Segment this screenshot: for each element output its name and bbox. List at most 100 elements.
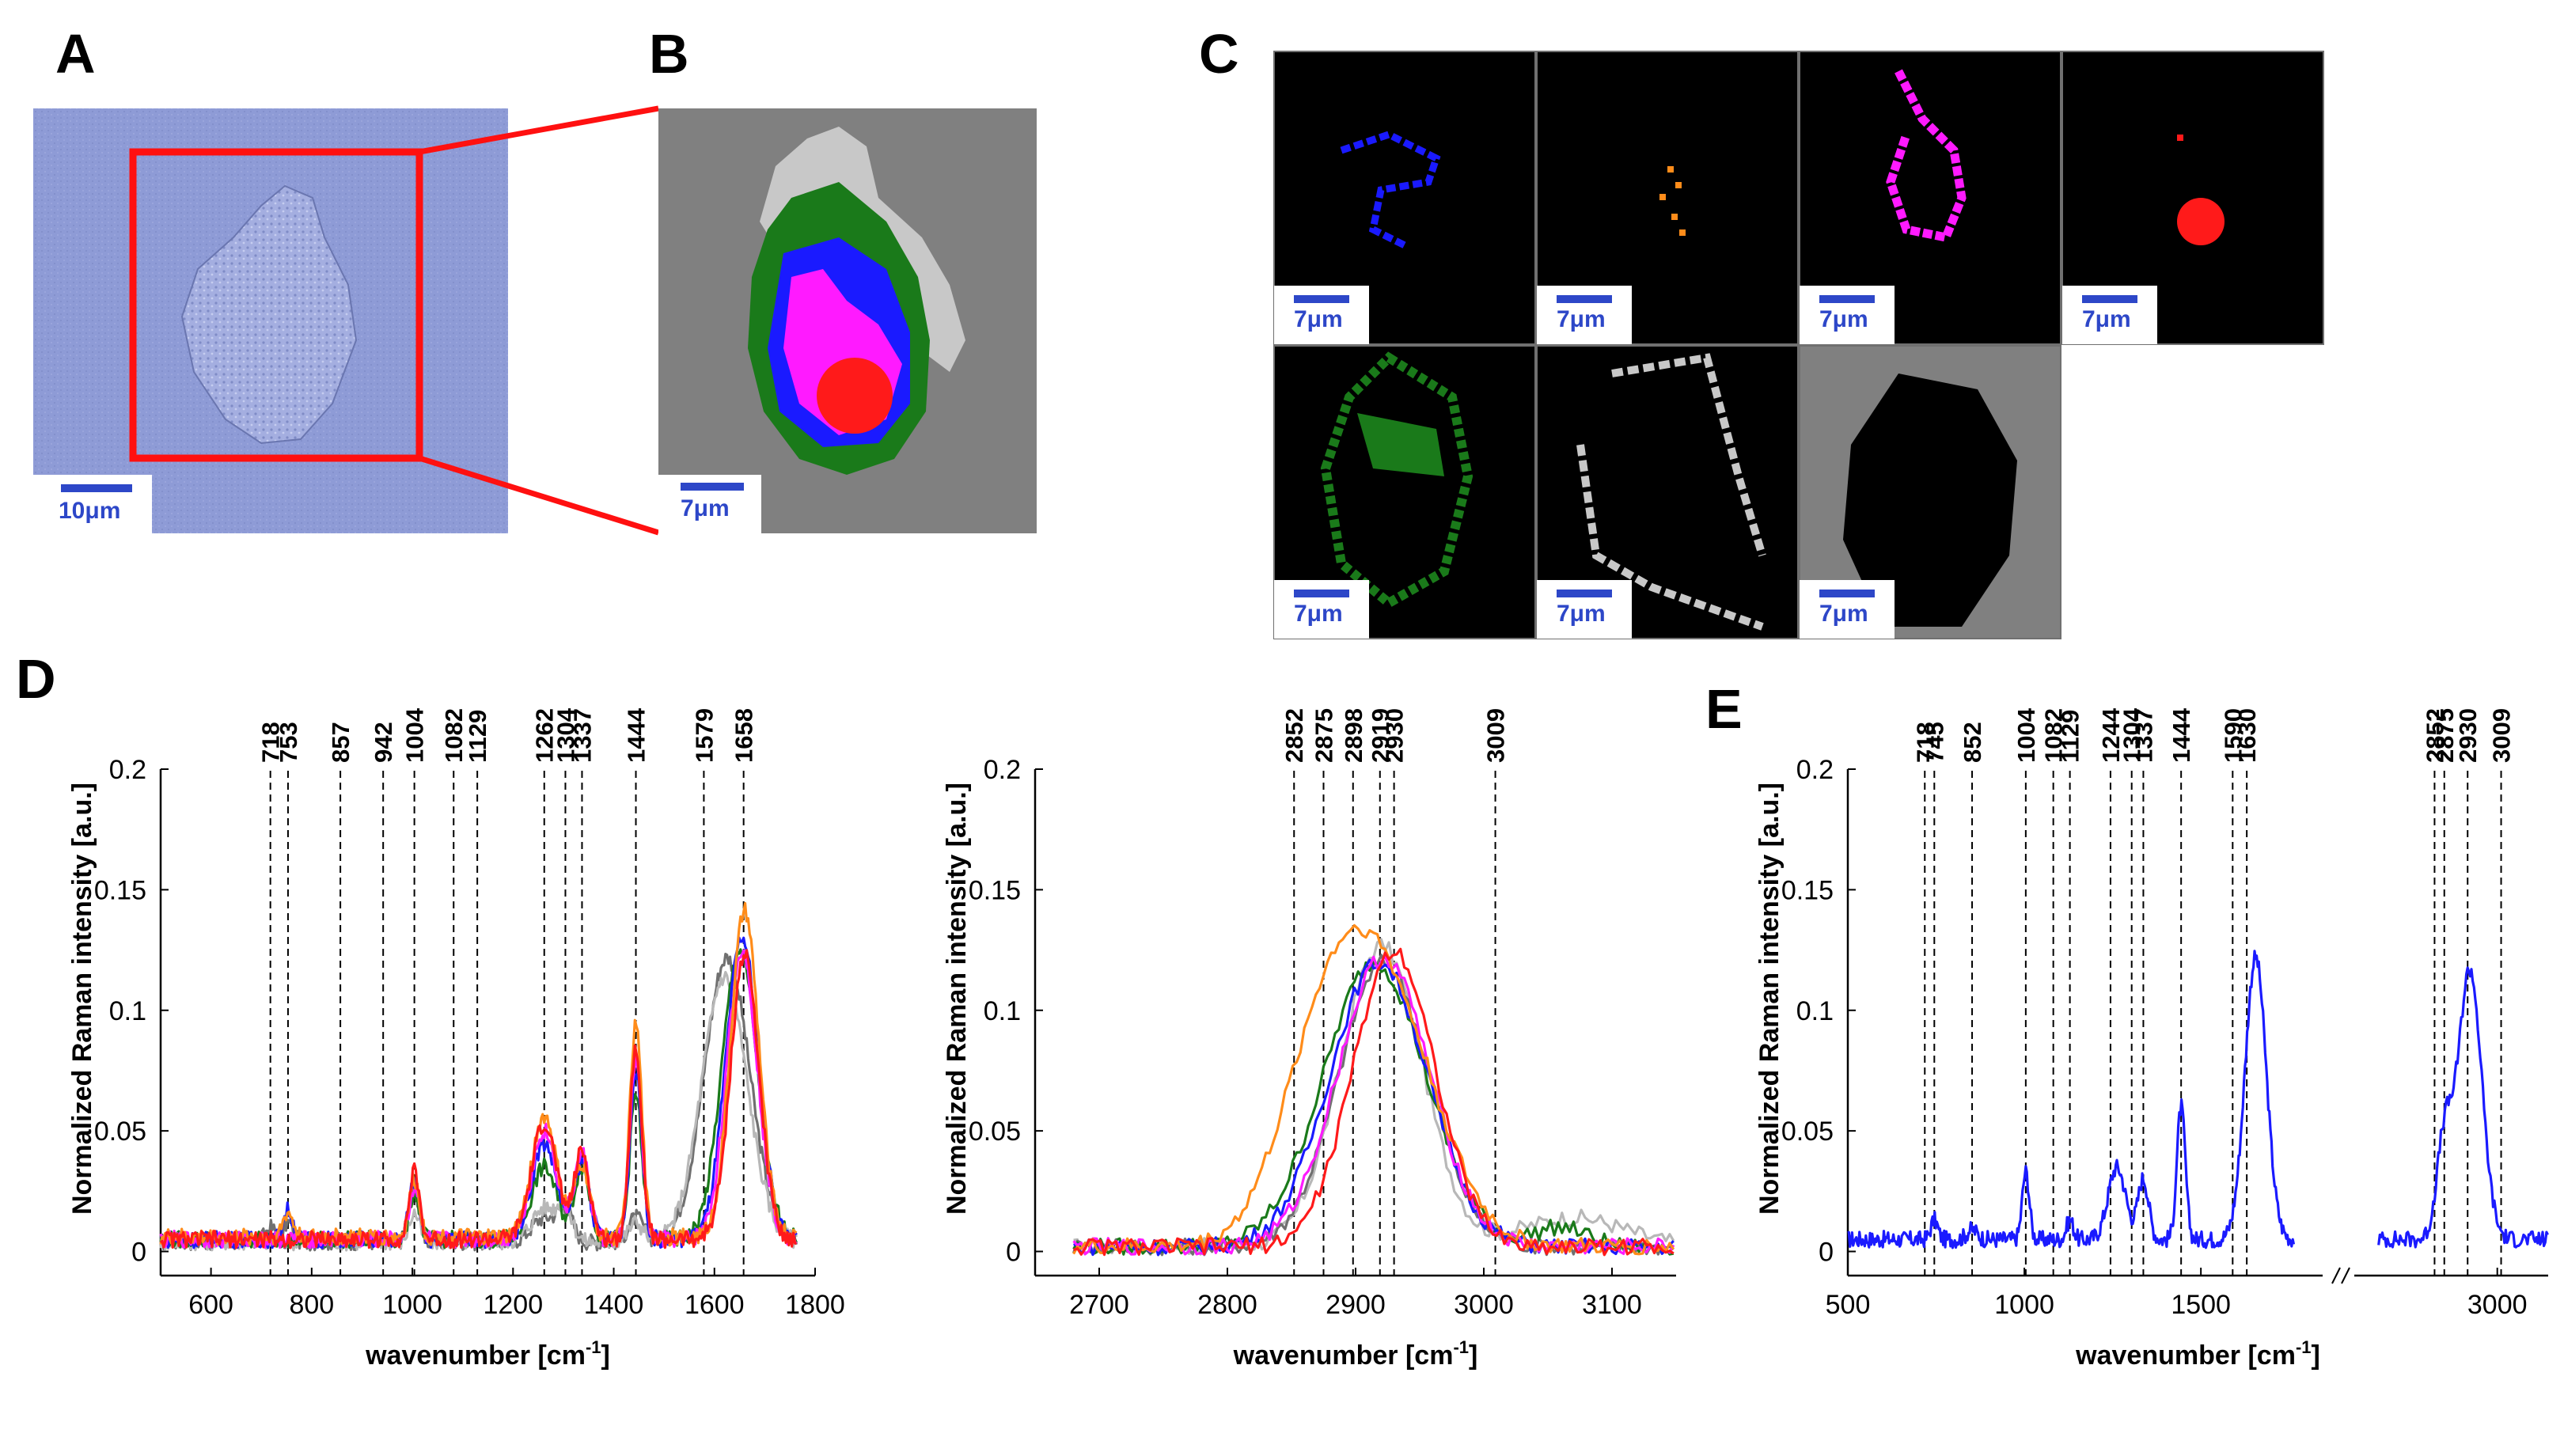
cell-outline: [180, 184, 358, 445]
panel-letter-c: C: [1199, 23, 1239, 85]
peak-label: 1337: [2130, 708, 2157, 763]
y-tick-label: 0.1: [1796, 996, 1834, 1026]
cluster-pixels: [1667, 166, 1674, 173]
cell-mask: [1843, 373, 2017, 627]
scalebar-label: 10μm: [59, 498, 120, 524]
scalebar-label: 7μm: [1819, 306, 1868, 332]
peak-label: 1082: [440, 708, 468, 763]
peak-label: 2852: [1280, 708, 1308, 763]
zoom-box: [129, 148, 423, 462]
peak-label: 852: [1959, 722, 1986, 763]
scalebar: [1557, 295, 1612, 303]
peak-label: 1129: [464, 710, 491, 763]
spectrum-series-red: [1072, 947, 1675, 1257]
cluster-tile: 7μm: [1536, 51, 1799, 345]
peak-label: 745: [1921, 722, 1948, 763]
cluster-tile: 7μm: [1273, 345, 1536, 639]
axis-break-mark: [2331, 1267, 2341, 1284]
peak-label: 753: [275, 722, 302, 763]
spectrum-series-blue: [1073, 958, 1675, 1257]
scalebar: [1819, 590, 1875, 597]
peak-label: 2919: [1367, 708, 1394, 763]
panel-letter-a: A: [55, 23, 96, 85]
x-tick-label: 3100: [1582, 1290, 1642, 1320]
cluster-pixels: [2177, 198, 2225, 245]
scalebar: [1557, 590, 1612, 597]
zoom-line-bottom: [418, 455, 660, 536]
x-tick-label: 500: [1826, 1290, 1871, 1320]
x-tick-label: 600: [188, 1290, 233, 1320]
x-tick-label: 1400: [584, 1290, 644, 1320]
axis-break-mark: [2341, 1267, 2350, 1284]
scalebar: [1294, 590, 1349, 597]
spectrum-series-green: [1072, 961, 1675, 1256]
panel-c-tiles: 7μm 7μm 7μm 7μm 7μm 7μm 7μm: [1273, 51, 2324, 639]
spectrum-series-red: [159, 949, 797, 1249]
y-axis-label: Normalized Raman intensity [a.u.]: [942, 783, 972, 1215]
peak-label: 1658: [730, 708, 758, 763]
peak-label: 1082: [2040, 708, 2068, 763]
peak-label: 3009: [2488, 708, 2516, 763]
y-axis-label: Normalized Raman intensity [a.u.]: [1754, 783, 1785, 1215]
spectrum-series-dark-gray: [1072, 954, 1675, 1257]
x-tick-label: 2700: [1069, 1290, 1129, 1320]
cluster-pixels: [1340, 131, 1441, 249]
cluster-tile: 7μm: [1536, 345, 1799, 639]
y-tick-label: 0.2: [1796, 755, 1834, 785]
cluster-pixels: [1675, 182, 1682, 188]
scalebar-label: 7μm: [1557, 601, 1606, 627]
peak-label: 1337: [568, 708, 596, 763]
peak-label: 3009: [1482, 708, 1510, 763]
spectrum-series-blue: [2377, 966, 2549, 1249]
cluster-pixels: [1659, 194, 1666, 200]
scalebar: [1819, 295, 1875, 303]
chart-e-average: 0 0.05 0.1 0.15 0.2 500 1000 1500 3000 wavenumber…: [1754, 707, 2549, 1371]
y-tick-label: 0: [1819, 1238, 1834, 1268]
peak-label: 1590: [2219, 708, 2247, 763]
chart-d-highwavenumber: 0 0.05 0.1 0.15 0.2 2700 2800 2900 3000 3100 waven…: [942, 708, 1676, 1371]
peak-label: 718: [1911, 722, 1939, 763]
y-tick-label: 0.2: [984, 755, 1021, 785]
x-tick-label: 3000: [2467, 1290, 2528, 1320]
x-tick-label: 1200: [483, 1290, 543, 1320]
peak-label: 2930: [1381, 708, 1409, 763]
peak-label: 2875: [2431, 708, 2459, 763]
peak-label: 718: [257, 722, 285, 763]
peak-label: 2898: [1340, 708, 1367, 763]
scalebar: [2082, 295, 2137, 303]
y-tick-label: 0.15: [94, 875, 146, 905]
red-region: [817, 358, 893, 434]
y-tick-label: 0: [1006, 1238, 1021, 1268]
cluster-pixels: [1886, 69, 1967, 243]
peak-label: 1004: [2012, 707, 2040, 763]
peak-label: 2930: [2454, 708, 2482, 763]
peak-label: 1304: [2118, 707, 2146, 763]
panel-letter-b: B: [649, 23, 689, 85]
cluster-pixels: [1357, 413, 1444, 476]
peak-label: 942: [370, 722, 397, 763]
zoom-line-top: [419, 105, 659, 155]
scalebar-label: 7μm: [2082, 306, 2131, 332]
x-tick-label: 1000: [1994, 1290, 2054, 1320]
cluster-pixels: [2177, 135, 2183, 141]
scalebar-label: 7μm: [681, 495, 730, 521]
spectrum-series-orange: [1072, 923, 1675, 1256]
peak-label: 1129: [2057, 710, 2084, 763]
y-tick-label: 0.05: [1781, 1117, 1834, 1147]
peak-label: 1579: [690, 708, 718, 763]
y-tick-label: 0.2: [109, 755, 146, 785]
panel-b-image: 7μm: [658, 108, 1037, 533]
peak-label: 2875: [1310, 708, 1338, 763]
cluster-pixels: [1671, 214, 1678, 220]
peak-label: 1004: [401, 707, 429, 763]
y-tick-label: 0: [131, 1238, 146, 1268]
panel-a-image: 10μm: [33, 105, 660, 536]
x-tick-label: 1600: [685, 1290, 745, 1320]
x-tick-label: 800: [289, 1290, 334, 1320]
y-tick-label: 0.15: [969, 875, 1021, 905]
scalebar: [1294, 295, 1349, 303]
scalebar: [681, 483, 744, 491]
x-tick-label: 1500: [2171, 1290, 2231, 1320]
scalebar-label: 7μm: [1557, 306, 1606, 332]
